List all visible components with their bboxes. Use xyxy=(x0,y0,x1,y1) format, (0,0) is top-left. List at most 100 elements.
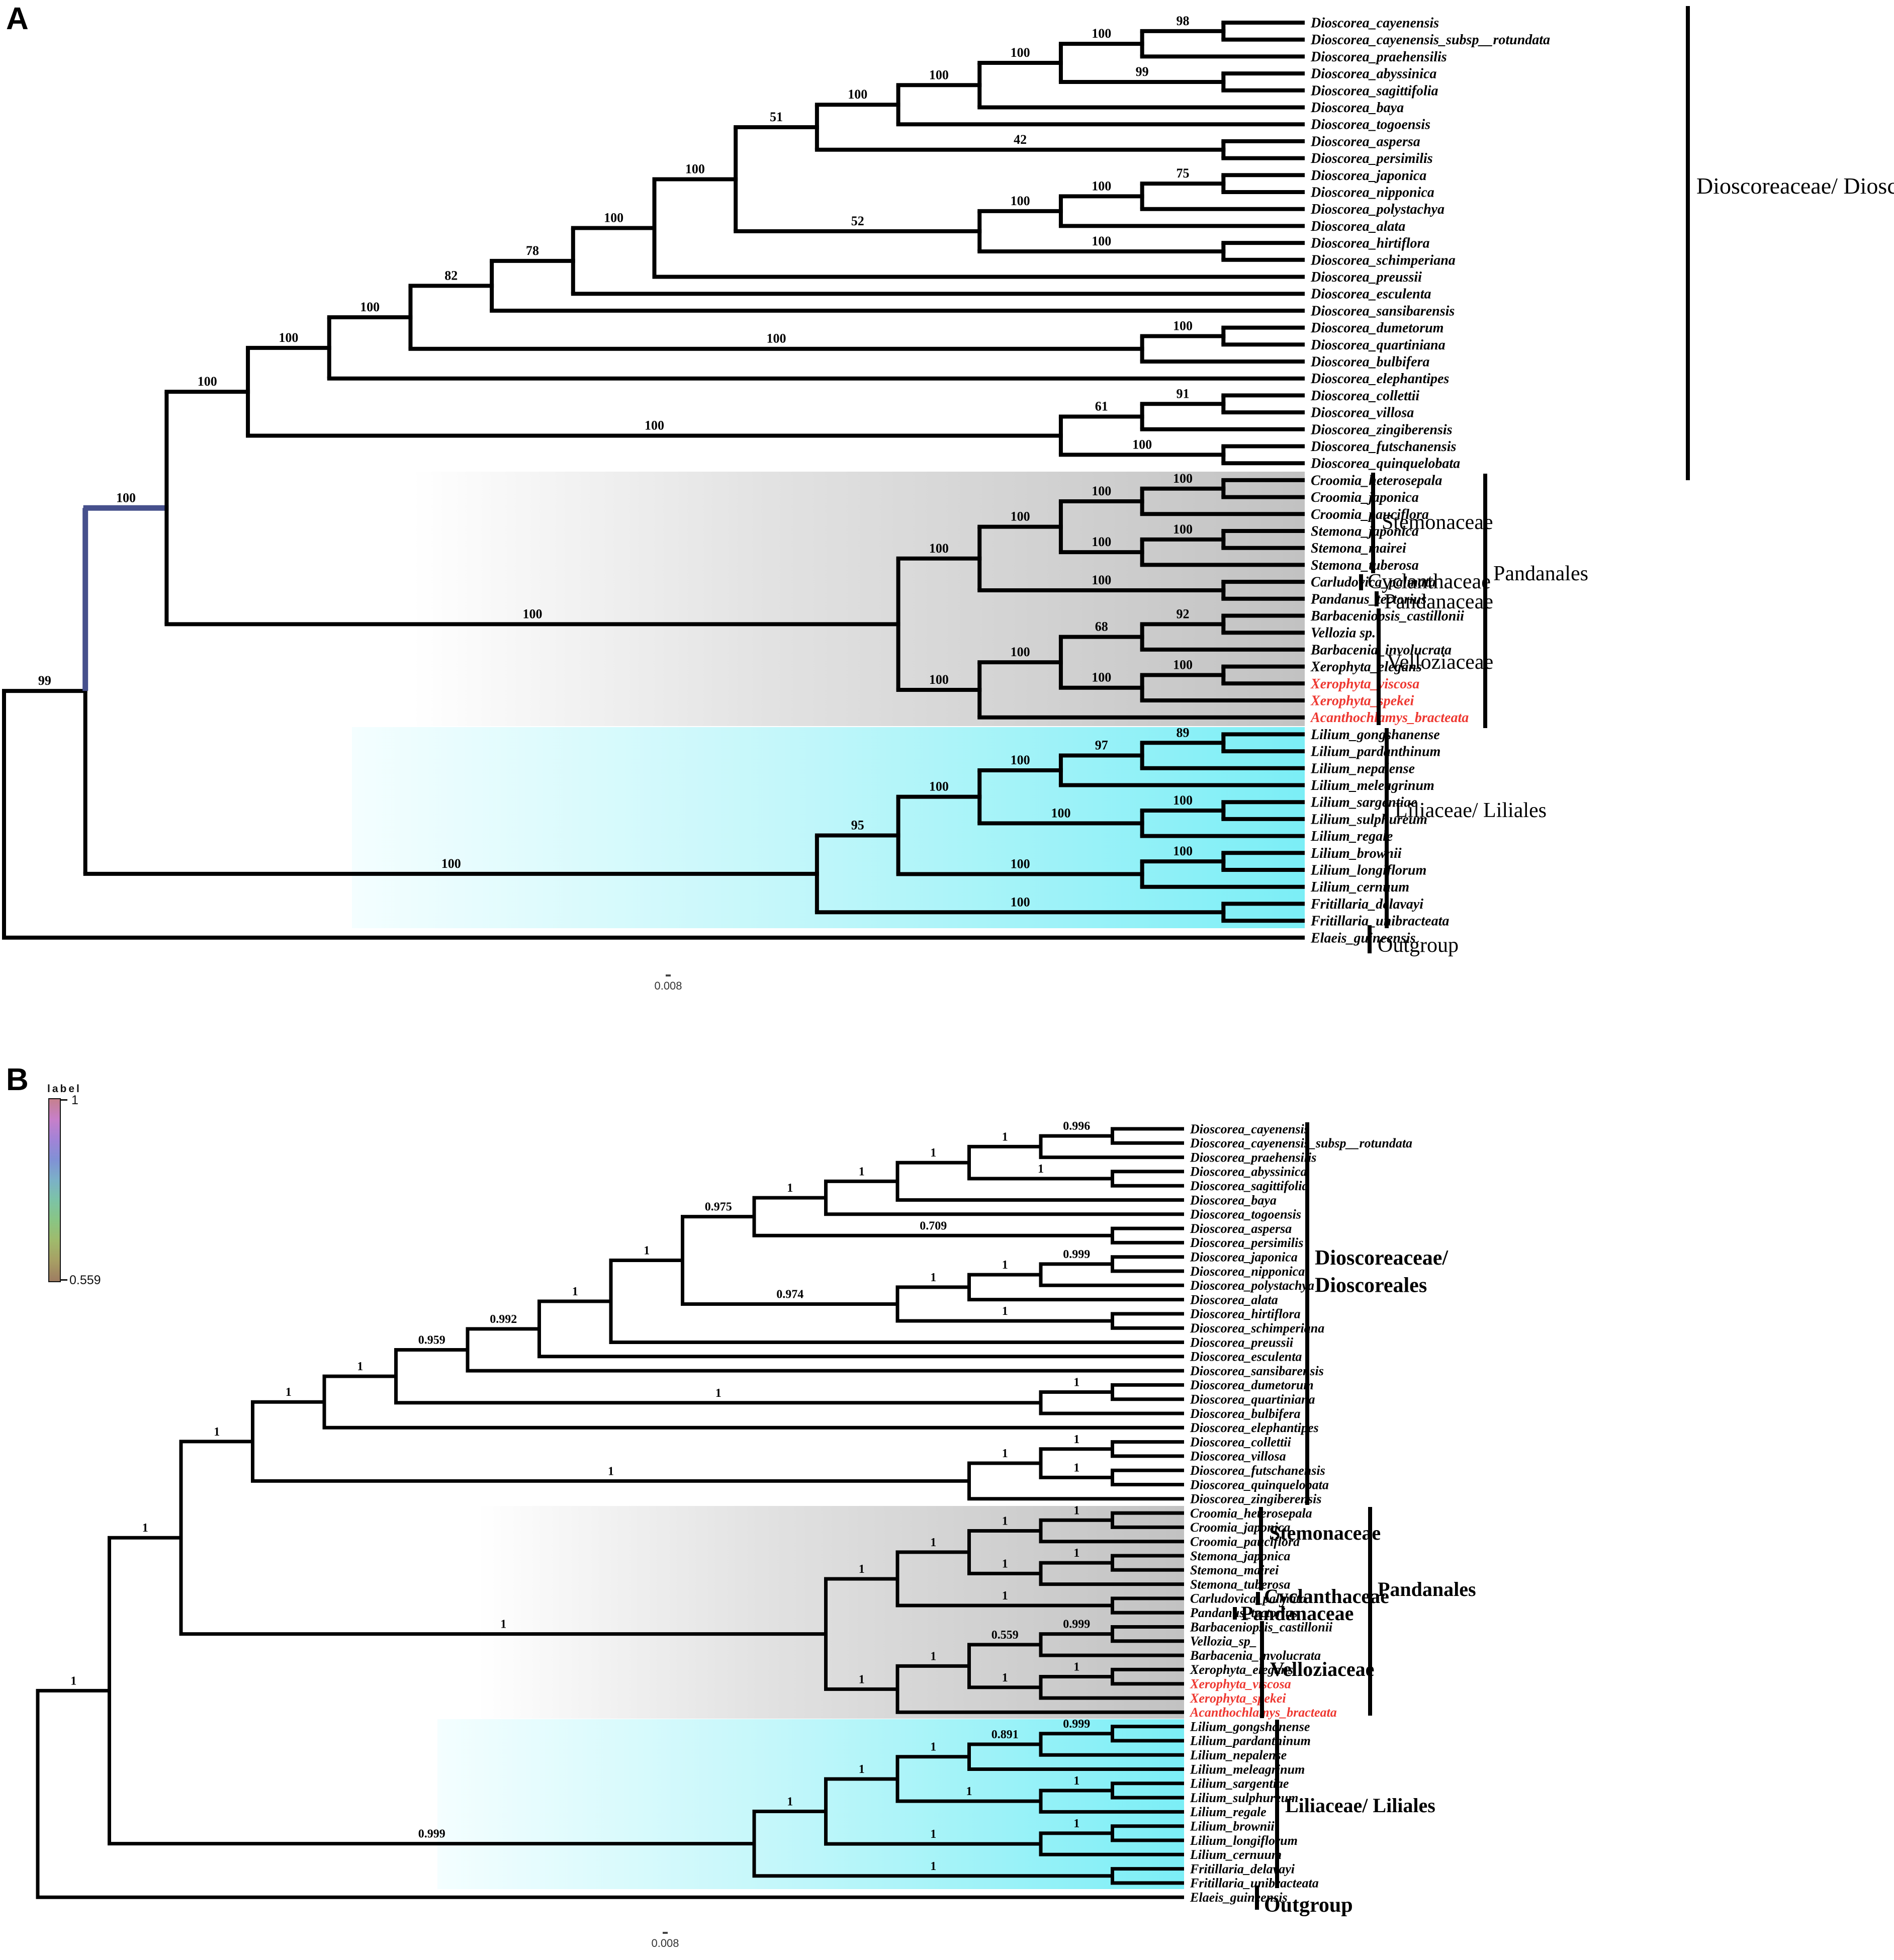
taxon-label: Dioscorea_togoensis xyxy=(1190,1207,1301,1222)
support-value: 1 xyxy=(1002,1589,1008,1602)
support-value: 1 xyxy=(1073,1461,1079,1474)
support-value: 1 xyxy=(142,1522,148,1535)
clade-bracket-label: Dioscoreaceae/ Dioscoreales xyxy=(1696,173,1894,199)
support-value: 1 xyxy=(787,1796,793,1809)
support-value: 100 xyxy=(1092,179,1111,193)
taxon-label: Lilium_nepalense xyxy=(1310,761,1415,776)
taxon-label: Stemona_japonica xyxy=(1190,1549,1290,1563)
clade-box xyxy=(437,1719,1184,1889)
taxon-label: Lilium_meleagrinum xyxy=(1190,1762,1305,1776)
support-value: 100 xyxy=(522,606,542,621)
taxon-label: Xerophyta_spekei xyxy=(1310,693,1414,709)
support-value: 1 xyxy=(787,1182,793,1195)
taxon-label: Dioscorea_baya xyxy=(1310,100,1404,116)
legend-min-value: 0.559 xyxy=(69,1273,101,1287)
taxon-label: Dioscorea_polystachya xyxy=(1310,202,1445,217)
taxon-label: Xerophyta_spekei xyxy=(1190,1691,1286,1706)
scale-bar-value: 0.008 xyxy=(654,979,682,992)
support-value: 100 xyxy=(1092,534,1111,549)
taxon-label: Dioscorea_alata xyxy=(1310,219,1405,234)
support-value: 0.974 xyxy=(776,1288,803,1301)
support-value: 100 xyxy=(1011,753,1030,767)
taxon-label: Dioscorea_aspersa xyxy=(1190,1221,1292,1236)
support-value: 100 xyxy=(929,672,949,687)
support-value: 99 xyxy=(1136,64,1149,79)
taxon-label: Lilium_longiflorum xyxy=(1310,863,1426,878)
taxon-label: Dioscorea_esculenta xyxy=(1190,1350,1302,1364)
support-value: 1 xyxy=(1002,1130,1008,1143)
taxon-label: Fritillaria_delavayi xyxy=(1190,1861,1295,1876)
taxon-label: Dioscorea_villosa xyxy=(1310,405,1414,421)
support-value: 100 xyxy=(1011,45,1030,60)
support-value: 100 xyxy=(1011,856,1030,871)
taxon-label: Croomia_heterosepala xyxy=(1190,1506,1312,1521)
taxon-label: Lilium_sargentiae xyxy=(1190,1776,1289,1791)
support-value: 97 xyxy=(1095,738,1108,753)
support-value: 0.559 xyxy=(991,1629,1019,1642)
taxon-label: Dioscorea_bulbifera xyxy=(1310,354,1429,370)
support-value: 100 xyxy=(1011,895,1030,909)
taxon-label: Dioscorea_bulbifera xyxy=(1190,1406,1301,1421)
support-value: 100 xyxy=(1092,26,1111,41)
support-value: 1 xyxy=(715,1387,721,1400)
taxon-label: Dioscorea_abyssinica xyxy=(1190,1165,1307,1179)
taxon-label: Dioscorea_esculenta xyxy=(1310,287,1431,302)
taxon-label: Fritillaria_unibracteata xyxy=(1190,1876,1319,1891)
support-value: 100 xyxy=(1051,806,1070,820)
support-value: 1 xyxy=(930,1650,936,1663)
support-value: 1 xyxy=(859,1763,865,1776)
taxon-label: Croomia_japonica xyxy=(1190,1520,1290,1535)
support-value: 100 xyxy=(1173,793,1193,808)
support-value: 1 xyxy=(930,1741,936,1754)
support-value: 0.975 xyxy=(705,1201,732,1214)
taxon-label: Dioscorea_cayenensis_subsp__rotundata xyxy=(1310,32,1550,48)
support-value: 78 xyxy=(526,243,539,258)
support-value: 1 xyxy=(859,1563,865,1576)
support-value: 0.999 xyxy=(1063,1248,1090,1261)
support-value: 1 xyxy=(286,1386,292,1399)
support-value: 0.999 xyxy=(1063,1618,1090,1631)
taxon-label: Lilium_gongshanense xyxy=(1310,727,1440,743)
taxon-label: Croomia_heterosepala xyxy=(1311,473,1442,488)
clade-bracket-label: Pandanales xyxy=(1493,562,1588,585)
taxon-label: Lilium_longiflorum xyxy=(1190,1833,1298,1848)
support-value: 0.891 xyxy=(991,1728,1019,1741)
taxon-label: Stemona_tuberosa xyxy=(1190,1577,1290,1591)
clade-bracket-label: Pandanaceae xyxy=(1384,590,1493,613)
panel-b-label: B xyxy=(6,1062,29,1097)
support-value: 1 xyxy=(608,1465,614,1478)
taxon-label: Lilium_cernuum xyxy=(1190,1847,1282,1862)
support-value: 1 xyxy=(1073,1774,1079,1788)
taxon-label: Dioscorea_japonica xyxy=(1310,168,1426,184)
support-value: 100 xyxy=(1011,194,1030,208)
taxon-label: Dioscorea_aspersa xyxy=(1310,134,1420,149)
support-value: 100 xyxy=(1173,471,1193,486)
taxon-label: Lilium_pardanthinum xyxy=(1190,1734,1311,1748)
support-value: 100 xyxy=(685,161,705,176)
taxon-label: Elaeis_guineensis xyxy=(1190,1890,1288,1905)
taxon-label: Lilium_nepalense xyxy=(1190,1748,1287,1762)
support-value: 0.709 xyxy=(920,1219,947,1232)
taxon-label: Lilium_sulphureum xyxy=(1310,812,1427,827)
taxon-label: Dioscorea_futschanensis xyxy=(1190,1463,1325,1478)
support-value: 1 xyxy=(1038,1163,1044,1176)
taxon-label: Dioscorea_elephantipes xyxy=(1190,1420,1319,1435)
support-value: 1 xyxy=(1002,1671,1008,1684)
taxon-label: Dioscorea_collettii xyxy=(1190,1435,1292,1449)
legend-gradient-bar xyxy=(48,1098,61,1282)
support-value: 1 xyxy=(70,1674,76,1687)
taxon-label: Dioscorea_hirtiflora xyxy=(1310,236,1429,251)
support-value: 1 xyxy=(930,1536,936,1549)
taxon-label: Dioscorea_abyssinica xyxy=(1310,66,1436,82)
support-value: 1 xyxy=(930,1146,936,1160)
taxon-label: Dioscorea_alata xyxy=(1190,1292,1278,1307)
support-value: 52 xyxy=(851,214,864,228)
taxon-label: Xerophyta_elegans xyxy=(1190,1662,1293,1677)
support-value: 1 xyxy=(966,1785,972,1798)
clade-bracket-label: Outgroup xyxy=(1378,934,1459,957)
support-value: 0.959 xyxy=(418,1334,445,1347)
clade-bracket-label: Liliaceae/ Liliales xyxy=(1285,1794,1435,1817)
support-value: 1 xyxy=(859,1165,865,1178)
taxon-label: Stemona_mairei xyxy=(1190,1563,1279,1577)
